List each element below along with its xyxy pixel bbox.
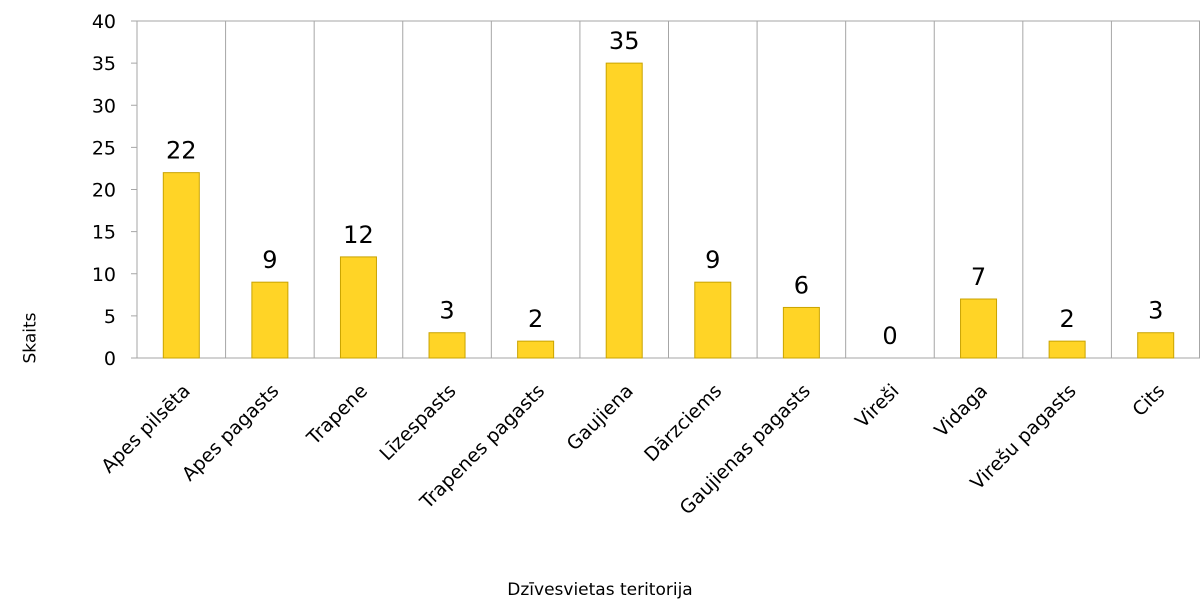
y-tick-label: 25 xyxy=(92,137,116,159)
y-axis-title-wrap: Skaits xyxy=(10,313,50,364)
bar xyxy=(428,332,466,359)
bar xyxy=(782,306,820,359)
x-tick-label: Līzespasts xyxy=(375,380,460,465)
data-label: 12 xyxy=(343,221,374,249)
data-label: 3 xyxy=(439,297,454,325)
x-tick-label: Vidaga xyxy=(930,380,992,442)
data-label: 6 xyxy=(794,271,809,299)
y-axis-title: Skaits xyxy=(20,312,40,364)
y-tick-label: 20 xyxy=(92,180,116,202)
data-label: 2 xyxy=(1059,305,1074,333)
bar xyxy=(517,340,555,359)
x-tick-label: Cits xyxy=(1128,380,1169,421)
bar xyxy=(960,298,998,359)
data-label: 22 xyxy=(166,137,197,165)
y-tick-label: 5 xyxy=(104,306,116,328)
y-tick-label: 30 xyxy=(92,95,116,117)
data-label: 9 xyxy=(705,246,720,274)
data-label: 35 xyxy=(609,27,640,55)
x-tick-label: Gaujiena xyxy=(563,380,638,455)
x-tick-label: Trapene xyxy=(302,380,372,450)
y-tick-label: 0 xyxy=(104,348,116,370)
data-label: 0 xyxy=(882,322,897,350)
x-tick-label: Vireši xyxy=(851,380,903,432)
bar xyxy=(162,172,200,359)
bar xyxy=(251,281,289,359)
y-tick-label: 10 xyxy=(92,264,116,286)
x-tick-label: Dārzciems xyxy=(640,380,726,466)
data-label: 9 xyxy=(262,246,277,274)
x-axis-title: Dzīvesvietas teritorija xyxy=(507,580,693,600)
data-label: 2 xyxy=(528,305,543,333)
bar xyxy=(1048,340,1086,359)
bar xyxy=(694,281,732,359)
bar xyxy=(605,62,643,359)
y-tick-label: 40 xyxy=(92,11,116,33)
y-tick-label: 15 xyxy=(92,222,116,244)
bar xyxy=(1137,332,1175,359)
data-label: 3 xyxy=(1148,297,1163,325)
data-label: 7 xyxy=(971,263,986,291)
y-tick-label: 35 xyxy=(92,53,116,75)
bar xyxy=(339,256,377,359)
x-tick-label: Apes pilsēta xyxy=(97,380,195,478)
